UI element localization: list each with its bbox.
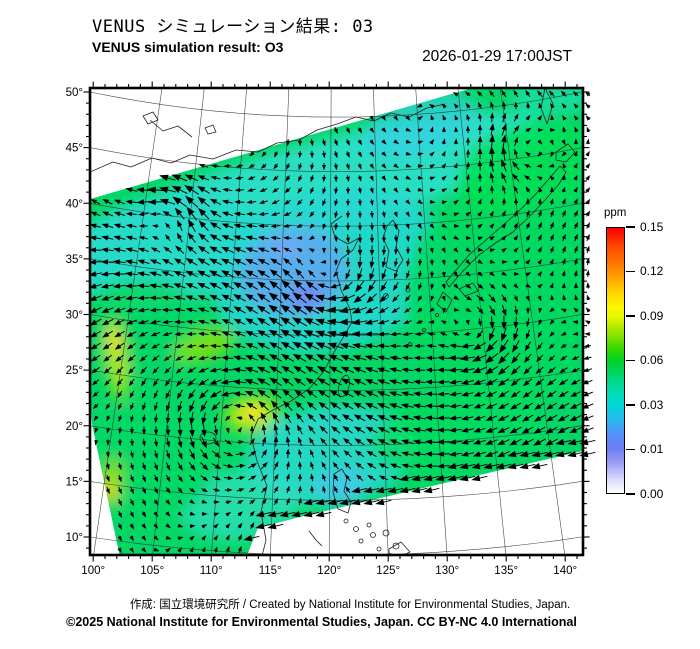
lat-axis-label: 25° [66,365,83,377]
lon-axis-label: 100° [81,565,105,577]
colorbar-gradient [606,227,625,494]
lat-axis-label: 40° [66,198,83,210]
lon-axis-label: 110° [200,565,223,577]
lat-axis-label: 45° [66,143,83,155]
colorbar-tick-mark [626,315,635,317]
colorbar-tick-label: 0.01 [640,442,664,456]
coastline-path [204,124,217,135]
parallel-line [90,91,583,118]
coastline-path [308,530,323,547]
page-title-japanese: VENUS シミュレーション結果: 03 [92,17,374,37]
colorbar-tick-label: 0.15 [640,219,664,234]
island-dot [435,313,439,317]
lat-axis-label: 50° [66,87,83,99]
island-dot [383,293,389,299]
colorbar-tick-label: 0.00 [640,486,664,501]
island-dot [370,532,376,538]
lon-axis-label: 135° [494,565,518,577]
coastlines [90,88,576,555]
island-dot [366,522,372,528]
coastline-path [540,88,554,125]
island-dot [392,542,400,550]
lat-axis-label: 35° [66,254,83,266]
coastline-path [149,119,193,138]
field-blob [314,467,366,507]
parallel-line [90,314,583,337]
island-dot [376,546,382,552]
parallel-line [90,425,583,446]
page-title-english: VENUS simulation result: O3 [92,39,284,55]
colorbar-tick-mark [626,404,635,406]
lon-axis-label: 115° [259,565,282,577]
colorbar-tick-label: 0.03 [640,397,664,412]
credit-line: 作成: 国立環境研究所 / Created by National Instit… [129,599,571,611]
coastline-path [90,103,446,173]
field-blob [180,469,300,541]
parallel-line [90,258,583,282]
island-dot [353,526,359,532]
field-blob [456,122,583,218]
island-dot [422,328,426,332]
colorbar-tick-mark [626,448,635,451]
lat-axis-label: 10° [66,532,83,544]
lat-axis-label: 20° [66,421,83,433]
colorbar-tick-mark [626,226,635,228]
frame-ticks [83,81,590,562]
lon-axis-label: 140° [553,565,577,577]
meridian-line [93,88,163,555]
lon-axis-label: 120° [317,565,341,577]
valid-time-label: 2026-01-29 17:00JST [422,48,572,65]
field-blob [239,403,265,423]
field-blob [511,88,583,118]
island-dot [382,529,390,537]
coastline-path [382,219,404,272]
field-blob [107,328,119,352]
coastline-path [436,291,453,313]
lon-axis-label: 125° [376,565,400,577]
field-blob [174,327,236,363]
parallel-line [90,536,583,555]
colorbar-tick-label: 0.09 [640,308,664,323]
coastline-path [142,111,159,125]
colorbar-tick-mark [626,493,635,495]
lat-axis-label: 30° [66,310,83,322]
colorbar-tick-mark [626,270,635,273]
colorbar-tick-label: 0.06 [640,353,664,367]
wind-vector-field [88,89,596,554]
colorbar-unit-label: ppm [604,207,627,219]
coastline-path [250,215,360,555]
island-dot [343,518,349,524]
parallel-line [90,369,583,391]
island-outline [199,431,217,445]
coastline-path [445,165,567,288]
lon-axis-label: 130° [435,565,459,577]
map-frame [88,86,585,557]
coastline-path [555,143,576,163]
meridian-line [457,88,507,555]
map-clipped-content [90,88,583,555]
field-blob [90,400,215,520]
meridian-line [270,88,290,555]
parallel-line [90,480,583,501]
coastline-path [332,468,352,514]
colorbar-tick-label: 0.12 [640,264,664,278]
lon-axis-label: 105° [140,565,164,577]
license-line: ©2025 National Institute for Environment… [66,615,577,629]
colorbar-tick-mark [626,359,635,362]
meridian-line [499,88,566,555]
island-dot [358,538,364,544]
parallel-line [90,147,583,172]
lat-axis-label: 15° [66,476,83,488]
